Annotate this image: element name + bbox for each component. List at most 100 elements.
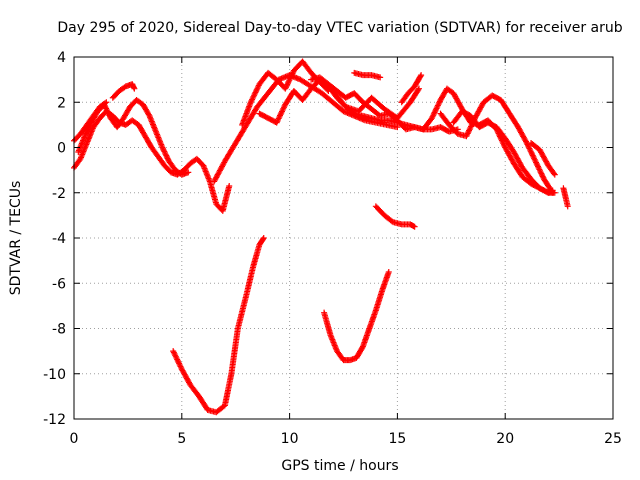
data-point xyxy=(287,74,294,81)
data-point xyxy=(466,127,473,134)
series-arc-f xyxy=(211,72,401,185)
y-tick-label: 4 xyxy=(57,50,66,66)
data-point xyxy=(286,77,293,84)
data-point xyxy=(529,151,536,158)
data-point xyxy=(284,80,291,87)
data-point xyxy=(527,148,534,155)
data-point xyxy=(464,130,471,137)
series-arc-l xyxy=(398,72,425,106)
data-point xyxy=(429,113,436,120)
data-point xyxy=(178,364,185,371)
data-point xyxy=(288,71,295,78)
y-tick-label: -2 xyxy=(52,186,66,202)
data-point xyxy=(160,147,167,154)
data-point xyxy=(531,156,538,163)
data-point xyxy=(254,85,261,92)
data-point xyxy=(385,268,392,275)
data-point xyxy=(131,85,138,92)
y-tick-label: -12 xyxy=(43,412,66,428)
data-point xyxy=(159,144,166,151)
series-arc-m xyxy=(321,268,392,364)
data-point xyxy=(468,122,475,129)
data-point xyxy=(145,111,152,118)
data-point xyxy=(82,131,89,138)
data-point xyxy=(276,112,283,119)
data-point xyxy=(177,363,184,370)
data-point xyxy=(247,99,254,106)
data-point xyxy=(103,106,110,113)
data-point xyxy=(277,111,284,118)
data-point xyxy=(539,171,546,178)
data-point xyxy=(84,127,91,134)
data-point xyxy=(162,151,169,158)
data-point xyxy=(249,95,256,102)
data-point xyxy=(163,152,170,159)
data-point xyxy=(174,356,181,363)
data-point xyxy=(533,160,540,167)
data-point xyxy=(252,89,259,96)
series-arc-o xyxy=(420,85,558,196)
data-point xyxy=(280,105,287,112)
data-point xyxy=(418,72,425,79)
axis-layer: 0 5 10 15 20 25 -12 -10 -8 -6 -4 -2 0 2 4 xyxy=(43,50,622,447)
data-point xyxy=(174,357,181,364)
data-point xyxy=(465,129,472,136)
data-point xyxy=(388,218,395,225)
data-point xyxy=(278,109,285,116)
data-point xyxy=(170,348,177,355)
data-point xyxy=(523,138,530,145)
data-point xyxy=(248,97,255,104)
data-point xyxy=(468,123,475,130)
data-point xyxy=(525,142,532,149)
data-point xyxy=(430,112,437,119)
data-point xyxy=(260,235,267,241)
data-point xyxy=(274,116,281,123)
data-point xyxy=(501,143,508,150)
data-point xyxy=(104,108,111,115)
data-point xyxy=(172,353,179,360)
data-point xyxy=(170,349,177,356)
x-axis-title: GPS time / hours xyxy=(281,458,398,474)
x-tick-label: 5 xyxy=(177,431,186,447)
data-point xyxy=(436,98,443,105)
data-point xyxy=(436,99,443,106)
data-point xyxy=(185,169,192,176)
data-point xyxy=(103,99,110,106)
data-point xyxy=(526,145,533,152)
data-point xyxy=(103,105,110,112)
y-tick-label: 0 xyxy=(57,141,66,157)
data-point xyxy=(500,140,507,147)
data-point xyxy=(274,118,281,125)
data-point xyxy=(549,187,556,194)
data-point xyxy=(171,350,178,357)
y-tick-label: -4 xyxy=(52,231,66,247)
data-point xyxy=(288,73,295,80)
data-point xyxy=(176,360,183,367)
data-point xyxy=(275,115,282,122)
data-point xyxy=(467,124,474,131)
data-point xyxy=(173,355,180,362)
data-point xyxy=(260,236,267,243)
data-point xyxy=(250,93,257,100)
data-point xyxy=(464,131,471,138)
data-point xyxy=(226,182,233,189)
data-layer xyxy=(71,58,571,416)
data-point xyxy=(106,112,113,119)
data-point xyxy=(285,78,292,85)
data-point xyxy=(432,106,439,113)
series-arc-r xyxy=(528,139,558,178)
series-arc-e xyxy=(170,235,267,416)
y-tick-label: 2 xyxy=(57,95,66,111)
data-point xyxy=(253,88,260,95)
series-arc-b xyxy=(75,96,192,178)
data-point xyxy=(434,103,441,110)
data-point xyxy=(431,109,438,116)
data-point xyxy=(83,129,90,136)
data-point xyxy=(172,352,179,359)
series-arc-p xyxy=(437,92,556,196)
data-point xyxy=(175,359,182,366)
data-point xyxy=(539,173,546,180)
data-point xyxy=(430,110,437,117)
x-tick-label: 10 xyxy=(281,431,299,447)
